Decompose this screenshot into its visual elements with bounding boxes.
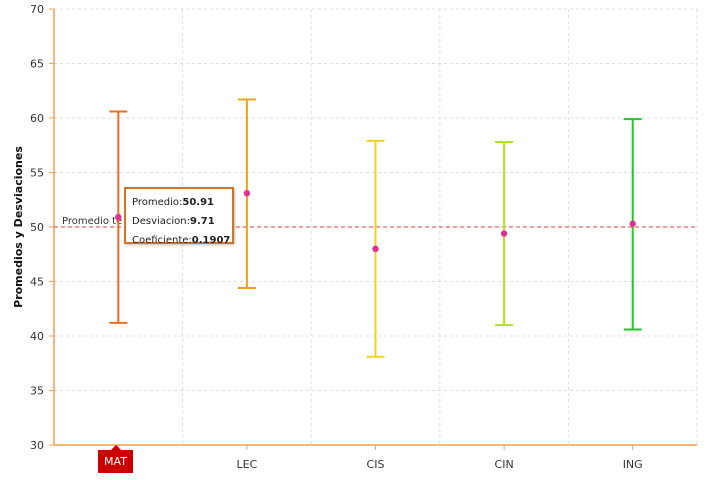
hovered-category-marker: MAT <box>98 445 133 473</box>
mean-point <box>243 190 251 197</box>
x-tick-label: CIN <box>495 458 514 471</box>
mean-point <box>500 230 508 237</box>
reference-line-label: Promedio te <box>62 216 122 227</box>
y-axis-title: Promedios y Desviaciones <box>12 146 25 308</box>
x-tick-label: CIS <box>367 458 385 471</box>
tick-labels: 30 35 40 45 50 55 60 65 70 MAT LEC CIS CIN ING <box>30 3 643 471</box>
y-tick-label: 50 <box>30 221 44 234</box>
tooltip-desviacion-label: Desviacion: <box>132 216 190 227</box>
mean-point <box>629 220 636 227</box>
tooltip-coeficiente-value: 0.1907 <box>191 235 231 246</box>
y-tick-label: 30 <box>30 439 44 452</box>
y-tick-label: 70 <box>30 3 44 16</box>
mean-point <box>372 245 379 252</box>
y-tick-label: 45 <box>30 276 44 289</box>
error-bars <box>109 98 642 358</box>
mean-point <box>115 213 122 221</box>
x-tick-label: LEC <box>237 458 258 471</box>
y-tick-label: 65 <box>30 58 44 71</box>
y-tick-label: 40 <box>30 330 44 343</box>
y-tick-label: 35 <box>30 385 44 398</box>
y-tick-label: 60 <box>30 112 44 125</box>
tooltip-desviacion-value: 9.71 <box>190 216 215 227</box>
tooltip-promedio-label: Promedio: <box>132 197 183 208</box>
x-tick-label: ING <box>623 458 643 471</box>
tooltip-promedio-value: 50.91 <box>182 197 215 208</box>
tooltip-coeficiente-label: Coeficiente: <box>132 235 192 246</box>
y-tick-label: 55 <box>30 167 44 180</box>
data-tooltip: Promedio:50.91 Desviacion:9.71 Coeficien… <box>124 187 234 246</box>
